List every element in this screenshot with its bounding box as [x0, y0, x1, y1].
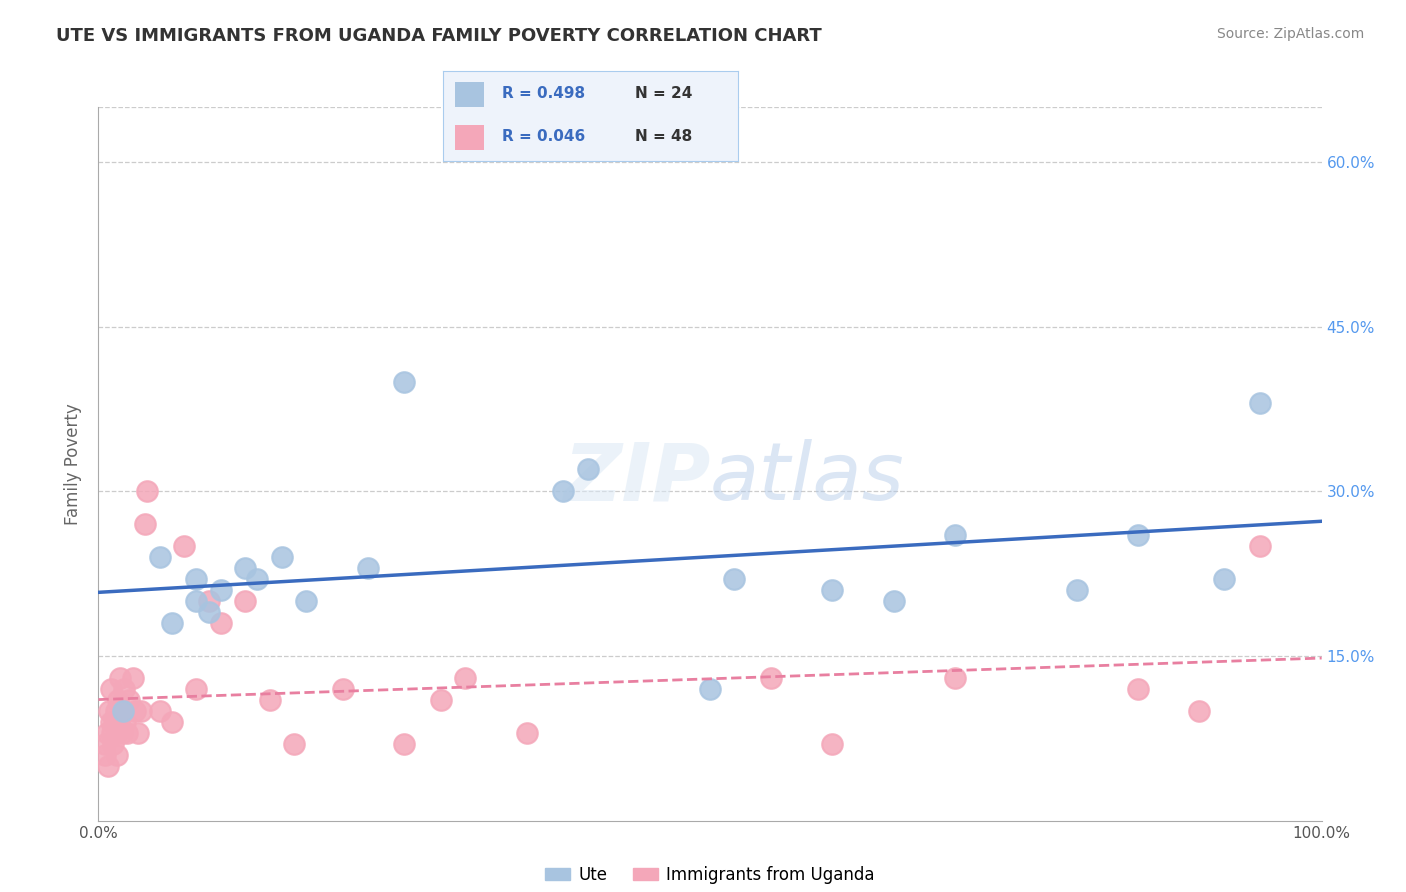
Point [93, 747, 115, 762]
Point [761, 671, 783, 685]
Point [1066, 583, 1088, 598]
Point [100, 714, 122, 729]
Point [283, 737, 305, 751]
Point [100, 681, 122, 696]
Point [149, 704, 172, 718]
Text: UTE VS IMMIGRANTS FROM UGANDA FAMILY POVERTY CORRELATION CHART: UTE VS IMMIGRANTS FROM UGANDA FAMILY POV… [56, 27, 823, 45]
Text: R = 0.046: R = 0.046 [502, 129, 585, 144]
Point [883, 594, 905, 608]
Bar [454, 82, 484, 107]
Point [259, 693, 281, 707]
Point [129, 704, 152, 718]
Point [576, 462, 599, 476]
Point [553, 484, 575, 499]
Point [149, 550, 172, 565]
Point [104, 704, 127, 718]
Legend: Ute, Immigrants from Uganda: Ute, Immigrants from Uganda [538, 860, 882, 891]
Point [110, 671, 132, 685]
Point [160, 714, 183, 729]
Point [197, 605, 219, 619]
Point [115, 726, 138, 740]
Point [943, 528, 966, 542]
Point [209, 615, 232, 630]
Point [699, 681, 721, 696]
Point [124, 704, 146, 718]
Point [93, 737, 115, 751]
Text: atlas: atlas [710, 439, 905, 517]
Point [1249, 396, 1271, 410]
Point [105, 726, 128, 740]
Text: N = 48: N = 48 [636, 129, 692, 144]
Point [197, 594, 219, 608]
Text: R = 0.498: R = 0.498 [502, 87, 585, 101]
Text: Source: ZipAtlas.com: Source: ZipAtlas.com [1216, 27, 1364, 41]
Point [134, 517, 156, 532]
Point [723, 572, 745, 586]
Point [105, 747, 128, 762]
Point [97, 758, 120, 772]
Point [295, 594, 318, 608]
Point [515, 726, 537, 740]
Text: ZIP: ZIP [562, 439, 710, 517]
Point [112, 681, 135, 696]
Point [121, 671, 143, 685]
Point [114, 714, 136, 729]
Point [233, 594, 256, 608]
Point [454, 671, 477, 685]
Point [96, 726, 118, 740]
Point [392, 737, 416, 751]
Point [821, 737, 844, 751]
Point [186, 681, 208, 696]
Point [332, 681, 354, 696]
Text: N = 24: N = 24 [636, 87, 692, 101]
Point [1212, 572, 1234, 586]
Point [108, 714, 131, 729]
Point [270, 550, 294, 565]
Point [392, 375, 416, 389]
Point [173, 539, 195, 553]
Y-axis label: Family Poverty: Family Poverty [65, 403, 83, 524]
Point [111, 704, 134, 718]
Point [101, 726, 124, 740]
Point [98, 704, 121, 718]
Point [186, 572, 208, 586]
Point [1128, 681, 1150, 696]
Point [111, 726, 134, 740]
Point [1128, 528, 1150, 542]
Point [160, 615, 183, 630]
Point [430, 693, 453, 707]
Point [233, 561, 256, 575]
Point [356, 561, 378, 575]
Point [209, 583, 232, 598]
Point [127, 726, 149, 740]
Point [107, 693, 129, 707]
Point [186, 594, 208, 608]
Point [1188, 704, 1211, 718]
Point [111, 704, 134, 718]
Bar [454, 125, 484, 150]
Point [103, 714, 125, 729]
Point [101, 737, 124, 751]
Point [136, 484, 159, 499]
Point [118, 693, 141, 707]
Point [943, 671, 966, 685]
Point [246, 572, 269, 586]
Point [821, 583, 844, 598]
Point [1249, 539, 1271, 553]
